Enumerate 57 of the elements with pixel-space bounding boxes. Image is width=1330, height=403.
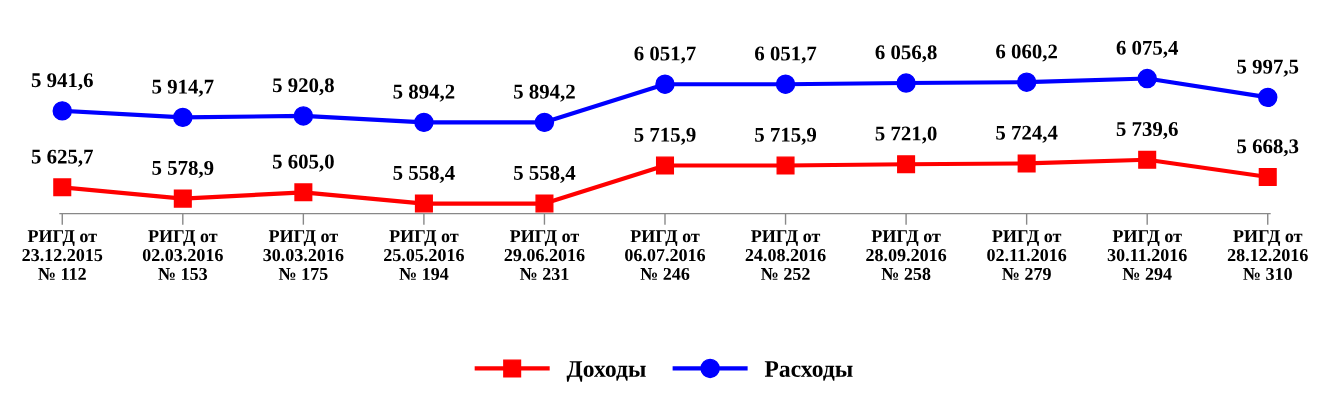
point xyxy=(173,189,192,208)
point xyxy=(173,107,193,128)
point xyxy=(1017,154,1036,173)
data-label: 5 914,7 xyxy=(152,79,214,97)
data-label: 5 739,6 xyxy=(1116,122,1178,140)
data-label: 5 721,0 xyxy=(875,126,937,144)
data-label: 5 724,4 xyxy=(996,125,1058,143)
data-label: 5 605,0 xyxy=(272,154,334,172)
x-tick-label: РИГД от 28.12.2016 № 310 xyxy=(1227,230,1308,281)
legend-label: Расходы xyxy=(764,361,853,381)
point xyxy=(655,74,675,94)
point xyxy=(52,101,72,121)
point xyxy=(1138,150,1157,169)
x-tick-label: РИГД от 02.11.2016 № 279 xyxy=(987,230,1067,281)
point xyxy=(293,106,314,126)
data-label: 5 715,9 xyxy=(755,127,817,145)
data-label: 5 894,2 xyxy=(514,84,575,102)
data-label: 6 075,4 xyxy=(1116,40,1179,58)
data-label: 5 558,4 xyxy=(514,165,576,183)
point xyxy=(535,194,554,213)
point xyxy=(776,156,795,175)
point xyxy=(294,183,313,202)
point xyxy=(534,112,555,133)
x-tick-label: РИГД от 23.12.2015 № 112 xyxy=(22,230,103,280)
data-label: 5 997,5 xyxy=(1237,59,1299,77)
x-tick-label: РИГД от 24.08.2016 № 252 xyxy=(745,230,826,281)
x-tick-label: РИГД от 02.03.2016 № 153 xyxy=(142,230,223,281)
legend-label: Доходы xyxy=(566,361,646,382)
point xyxy=(775,74,796,94)
data-label: 5 668,3 xyxy=(1237,139,1299,157)
point xyxy=(1258,167,1277,187)
data-label: 6 051,7 xyxy=(634,46,696,64)
point xyxy=(897,155,916,174)
x-tick-label: РИГД от 06.07.2016 № 246 xyxy=(625,230,706,281)
x-tick-label: РИГД от 30.11.2016 № 294 xyxy=(1107,230,1187,281)
data-label: 5 715,9 xyxy=(634,127,696,145)
data-label: 5 894,2 xyxy=(393,84,455,102)
point xyxy=(1016,72,1037,92)
point xyxy=(1137,68,1157,89)
point xyxy=(655,156,675,175)
data-label: 5 558,4 xyxy=(393,165,455,183)
data-label: 5 578,9 xyxy=(152,160,214,178)
data-label: 5 941,6 xyxy=(31,73,93,91)
point xyxy=(414,112,434,133)
x-tick-label: РИГД от 30.03.2016 № 175 xyxy=(263,230,344,281)
data-label: 5 625,7 xyxy=(31,149,93,167)
data-label: 5 920,8 xyxy=(272,78,334,96)
x-tick-label: РИГД от 28.09.2016 № 258 xyxy=(866,230,947,281)
x-tick-label: РИГД от 29.06.2016 № 231 xyxy=(504,230,585,281)
point xyxy=(414,194,433,213)
data-label: 6 060,2 xyxy=(996,44,1057,62)
point xyxy=(1258,87,1278,108)
point xyxy=(896,73,916,93)
data-label: 6 056,8 xyxy=(875,45,937,63)
point xyxy=(53,178,72,197)
x-tick-label: РИГД от 25.05.2016 № 194 xyxy=(384,230,464,281)
data-label: 6 051,7 xyxy=(755,46,817,64)
